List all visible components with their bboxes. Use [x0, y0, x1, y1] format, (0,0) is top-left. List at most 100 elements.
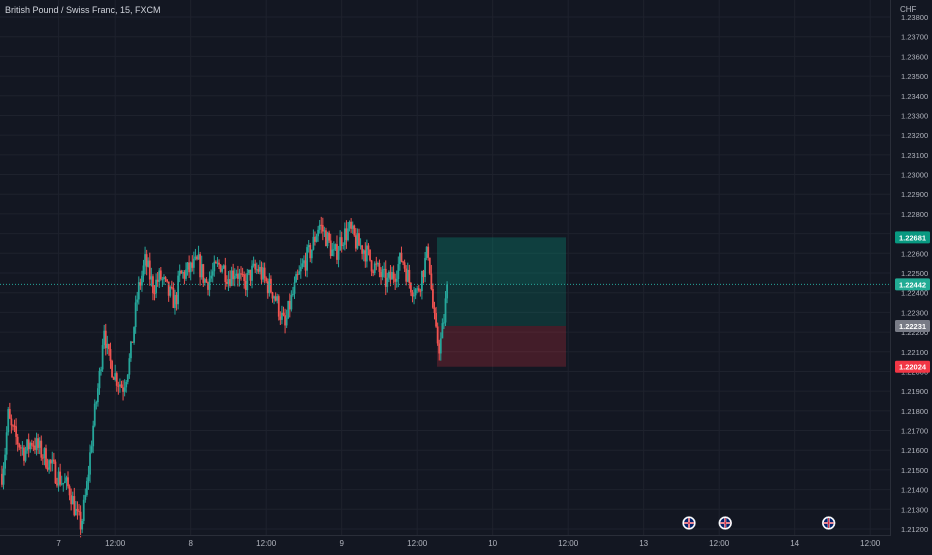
candle-body: [314, 236, 316, 242]
candle-body: [369, 249, 371, 261]
candle-body: [372, 271, 375, 274]
candle-body: [422, 270, 425, 278]
candle-body: [216, 262, 219, 264]
candle-body: [365, 245, 368, 262]
event-flag-icon[interactable]: [682, 516, 696, 530]
time-axis[interactable]: 7 12:00 8 12:00 9 12:00 10 12:00 13 12:00 14 12:00: [56, 539, 880, 548]
candle-body: [199, 254, 202, 278]
price-tick-label: 1.23800: [901, 13, 928, 22]
candle-body: [331, 249, 334, 256]
price-tick-label: 1.22100: [901, 348, 928, 357]
candle-body: [5, 432, 8, 455]
event-flag-icon[interactable]: [718, 516, 732, 530]
candle-body: [134, 302, 137, 328]
candle-body: [403, 262, 406, 269]
time-tick-label: 12:00: [407, 539, 428, 548]
price-tick-label: 1.21800: [901, 407, 928, 416]
candle-body: [131, 341, 134, 343]
candle-body: [405, 268, 408, 282]
candle-body: [76, 508, 79, 511]
candle-body: [416, 288, 419, 290]
candle-body: [304, 260, 307, 271]
candle-body: [306, 247, 308, 271]
candle-body: [156, 279, 159, 282]
candle-body: [421, 270, 423, 292]
price-tick-label: 1.23600: [901, 52, 928, 61]
candle-body: [46, 467, 49, 470]
candle-body: [51, 459, 54, 464]
candle-body: [303, 260, 305, 264]
candle-body: [262, 267, 264, 280]
candle-body: [230, 270, 233, 286]
candle-body: [188, 262, 191, 273]
candle-body: [439, 338, 442, 354]
candle-body: [197, 254, 200, 260]
profit-zone[interactable]: [437, 237, 566, 326]
candle-body: [87, 474, 90, 482]
candle-body: [211, 271, 214, 276]
candle-body: [112, 377, 115, 380]
candle-body: [410, 283, 412, 293]
candle-body: [343, 228, 346, 245]
price-tick-label: 1.21600: [901, 446, 928, 455]
candle-body: [227, 279, 230, 284]
event-markers[interactable]: [682, 516, 836, 530]
price-axis-background[interactable]: [891, 0, 932, 550]
candle-body: [350, 221, 353, 229]
svg-text:1.22024: 1.22024: [899, 363, 927, 372]
candle-body: [106, 343, 109, 349]
candle-body: [92, 425, 95, 447]
candle-body: [120, 384, 123, 388]
price-tick-label: 1.23500: [901, 72, 928, 81]
candle-body: [321, 225, 324, 232]
candle-body: [292, 293, 294, 296]
candle-body: [425, 246, 428, 259]
candle-body: [342, 244, 345, 246]
candle-body: [18, 444, 21, 448]
candle-body: [144, 254, 146, 266]
candle-body: [114, 373, 117, 380]
candle-body: [259, 266, 261, 272]
candle-body: [339, 237, 342, 251]
candle-body: [309, 245, 312, 259]
candle-body: [103, 330, 106, 346]
candle-body: [243, 274, 246, 282]
candle-body: [175, 294, 178, 305]
candle-body: [273, 296, 275, 299]
candle-body: [163, 277, 165, 279]
candle-body: [446, 284, 448, 299]
candle-body: [49, 460, 52, 464]
candle-body: [285, 318, 288, 326]
candle-body: [402, 261, 404, 263]
candle-body: [373, 263, 376, 274]
candle-body: [139, 282, 142, 286]
time-tick-label: 12:00: [105, 539, 126, 548]
candle-body: [236, 273, 239, 279]
event-flag-icon[interactable]: [821, 516, 836, 530]
loss-zone[interactable]: [437, 325, 566, 367]
candle-body: [384, 268, 387, 287]
candle-body: [74, 508, 77, 516]
candle-body: [23, 447, 25, 461]
candle-body: [255, 269, 258, 271]
candle-body: [328, 232, 331, 241]
candle-body: [232, 270, 235, 280]
candle-body: [408, 269, 411, 284]
candles: [1, 216, 448, 538]
candle-body: [323, 230, 326, 232]
candle-body: [351, 225, 354, 229]
candle-body: [170, 286, 173, 288]
symbol-title[interactable]: British Pound / Swiss Franc, 15, FXCM: [5, 5, 161, 15]
svg-text:1.22231: 1.22231: [899, 322, 926, 331]
target-price-badge: 1.22681: [895, 231, 930, 244]
long-position-tool[interactable]: [437, 237, 566, 367]
candle-body: [413, 295, 415, 297]
candle-body: [219, 264, 222, 272]
candle-body: [89, 452, 91, 475]
candle-body: [194, 256, 197, 259]
candle-body: [158, 270, 161, 282]
candle-body: [378, 263, 381, 272]
candle-body: [240, 273, 242, 275]
